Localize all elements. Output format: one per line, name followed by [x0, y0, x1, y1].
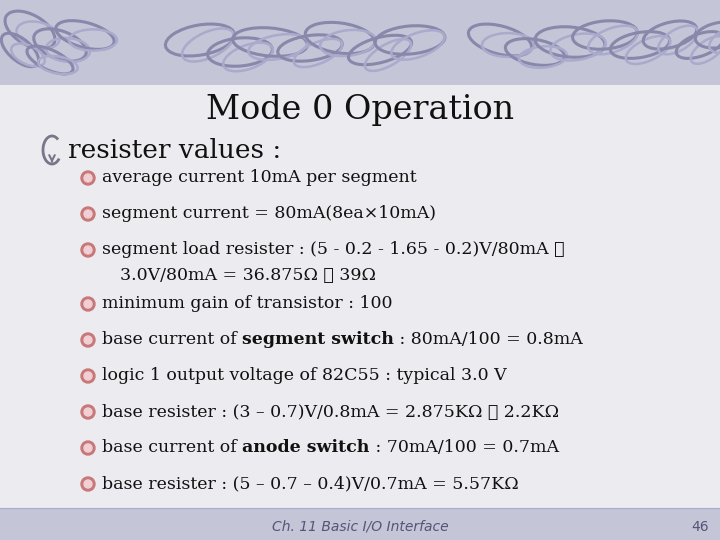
Text: Ch. 11 Basic I/O Interface: Ch. 11 Basic I/O Interface — [271, 520, 449, 534]
Circle shape — [81, 477, 95, 491]
Text: base resister : (3 – 0.7)V/0.8mA = 2.875KΩ ≅ 2.2KΩ: base resister : (3 – 0.7)V/0.8mA = 2.875… — [102, 403, 559, 421]
Text: segment load resister : (5 - 0.2 - 1.65 - 0.2)V/80mA ≅: segment load resister : (5 - 0.2 - 1.65 … — [102, 241, 564, 259]
Text: segment switch: segment switch — [242, 332, 394, 348]
Circle shape — [84, 372, 92, 380]
Circle shape — [84, 246, 92, 254]
Text: minimum gain of transistor : 100: minimum gain of transistor : 100 — [102, 295, 392, 313]
Circle shape — [81, 333, 95, 347]
Text: base current of: base current of — [102, 440, 242, 456]
Text: : 80mA/100 = 0.8mA: : 80mA/100 = 0.8mA — [394, 332, 583, 348]
Text: base resister : (5 – 0.7 – 0.4)V/0.7mA = 5.57KΩ: base resister : (5 – 0.7 – 0.4)V/0.7mA =… — [102, 476, 518, 492]
Circle shape — [84, 300, 92, 308]
Text: base current of: base current of — [102, 332, 242, 348]
Bar — [0, 508, 720, 540]
Circle shape — [81, 297, 95, 311]
Circle shape — [81, 171, 95, 185]
Circle shape — [81, 243, 95, 257]
Text: 3.0V/80mA = 36.875Ω ≅ 39Ω: 3.0V/80mA = 36.875Ω ≅ 39Ω — [120, 267, 376, 285]
Text: segment current = 80mA(8ea×10mA): segment current = 80mA(8ea×10mA) — [102, 206, 436, 222]
Circle shape — [84, 444, 92, 452]
Text: : 70mA/100 = 0.7mA: : 70mA/100 = 0.7mA — [369, 440, 559, 456]
Text: Mode 0 Operation: Mode 0 Operation — [206, 94, 514, 126]
Circle shape — [81, 441, 95, 455]
Circle shape — [84, 480, 92, 488]
Circle shape — [84, 336, 92, 344]
Circle shape — [81, 207, 95, 221]
Circle shape — [81, 369, 95, 383]
Circle shape — [81, 405, 95, 419]
Text: logic 1 output voltage of 82C55 : typical 3.0 V: logic 1 output voltage of 82C55 : typica… — [102, 368, 507, 384]
Circle shape — [84, 408, 92, 416]
Text: resister values :: resister values : — [68, 138, 282, 163]
Text: 46: 46 — [691, 520, 708, 534]
Text: anode switch: anode switch — [242, 440, 369, 456]
Bar — [0, 0, 720, 85]
Text: average current 10mA per segment: average current 10mA per segment — [102, 170, 417, 186]
Circle shape — [84, 210, 92, 218]
Circle shape — [84, 174, 92, 182]
